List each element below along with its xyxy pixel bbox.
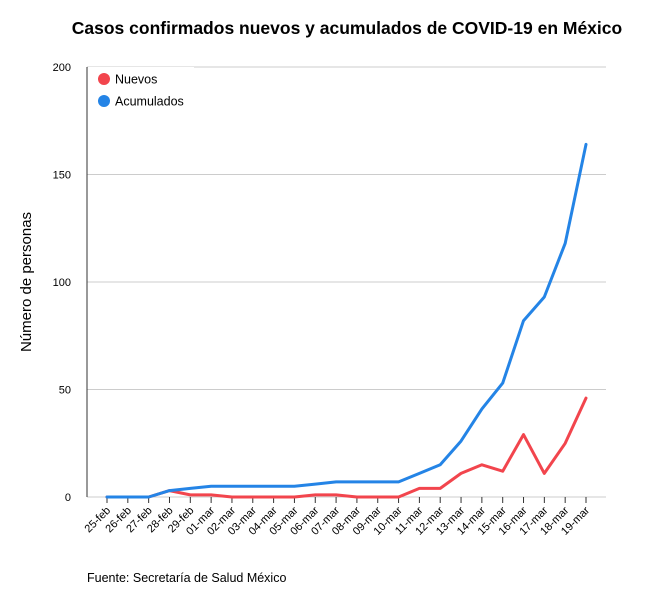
y-tick-label: 0 (65, 492, 71, 504)
y-tick-label: 200 (53, 62, 71, 74)
y-tick-label: 150 (53, 170, 71, 182)
legend-label-nuevos: Nuevos (115, 73, 157, 87)
chart-title: Casos confirmados nuevos y acumulados de… (71, 18, 623, 38)
legend-marker-acumulados (98, 95, 110, 107)
y-tick-label: 100 (53, 277, 71, 289)
x-axis-ticks: 25-feb26-feb27-feb28-feb29-feb01-mar02-m… (83, 497, 592, 538)
source-note: Fuente: Secretaría de Salud México (87, 571, 287, 585)
series-line-acumulados (105, 142, 588, 499)
legend-marker-nuevos (98, 73, 110, 85)
legend: Nuevos Acumulados (88, 67, 194, 139)
legend-label-acumulados: Acumulados (115, 95, 184, 109)
series-line-nuevos (105, 396, 588, 499)
y-axis-label: Número de personas (18, 212, 35, 352)
y-axis-ticks: 0 50 100 150 200 (53, 62, 71, 504)
series-lines (105, 142, 588, 499)
y-tick-label: 50 (59, 385, 71, 397)
